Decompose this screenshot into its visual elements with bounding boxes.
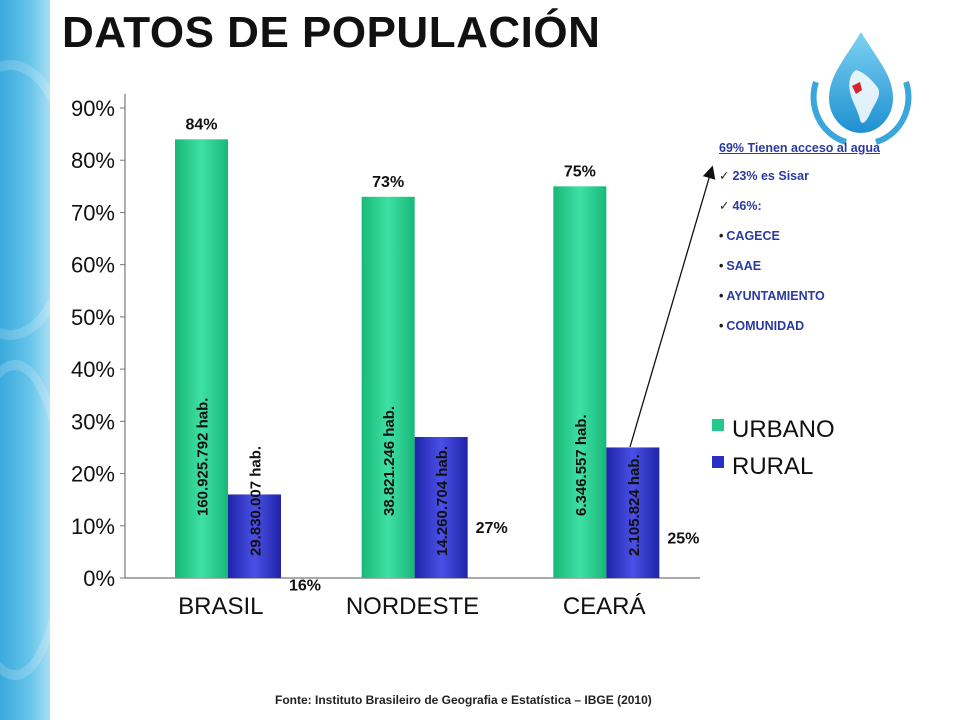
list-item-text: 23% es Sisar [732,169,809,183]
x-tick-label: NORDESTE [346,593,479,620]
y-tick-label: 20% [71,462,115,487]
list-item-text: COMUNIDAD [726,319,805,333]
bar-rural [228,494,281,578]
list-item-text: AYUNTAMIENTO [726,289,825,303]
legend-label: URBANO [732,416,835,443]
bar-urbano [361,196,415,578]
list-marker: • [719,319,724,333]
list-item-text: 46%: [732,199,762,213]
list-item: • CAGECE [719,228,949,258]
list-item: • COMUNIDAD [719,318,949,348]
data-label: 27% [476,520,508,537]
population-label: 2.105.824 hab. [626,454,643,556]
bar-urbano [553,186,607,579]
population-label: 6.346.557 hab. [573,414,590,516]
list-item: ✓ 23% es Sisar [719,168,949,198]
population-label: 14.260.704 hab. [434,446,451,556]
data-label: 73% [372,174,404,191]
population-label: 38.821.246 hab. [381,406,398,516]
y-tick-label: 50% [71,305,115,330]
page-title: DATOS DE POPULACIÓN [62,8,601,57]
bar-urbano [175,139,228,579]
list-marker: ✓ [719,199,730,213]
y-tick-label: 60% [71,253,115,278]
population-label: 160.925.792 hab. [195,398,212,516]
data-label: 75% [564,163,596,180]
legend-swatch [712,456,724,468]
legend-label: RURAL [732,453,813,480]
y-tick-label: 90% [71,96,115,121]
list-item: ✓ 46%: [719,198,949,228]
list-item: • SAAE [719,258,949,288]
data-label: 25% [667,530,699,547]
list-item-text: SAAE [726,259,762,273]
list-item-text: CAGECE [726,229,780,243]
y-tick-label: 70% [71,200,115,225]
y-tick-label: 10% [71,514,115,539]
legend-swatch [712,419,724,431]
water-drop-map-icon [810,27,912,145]
list-marker: • [719,289,724,303]
bar-rural [606,447,660,578]
population-label: 29.830.007 hab. [248,446,265,556]
list-marker: ✓ [719,169,730,183]
list-item: • AYUNTAMIENTO [719,288,949,318]
bar-rural [414,437,468,578]
source-note: Fonte: Instituto Brasileiro de Geografia… [275,693,652,707]
data-label: 16% [289,577,321,594]
water-access-header: 69% Tienen acceso al agua [719,141,880,155]
water-access-list: 69% Tienen acceso al agua ✓ 23% es Sisar … [719,141,949,348]
y-tick-label: 30% [71,409,115,434]
annotation-arrow [629,165,716,448]
y-tick-label: 0% [83,566,115,591]
x-tick-label: CEARÁ [563,593,646,620]
x-tick-label: BRASIL [178,593,263,620]
data-label: 84% [185,116,217,133]
list-marker: • [719,259,724,273]
y-tick-label: 80% [71,148,115,173]
list-marker: • [719,229,724,243]
y-tick-label: 40% [71,357,115,382]
decorative-left-band [0,0,80,720]
